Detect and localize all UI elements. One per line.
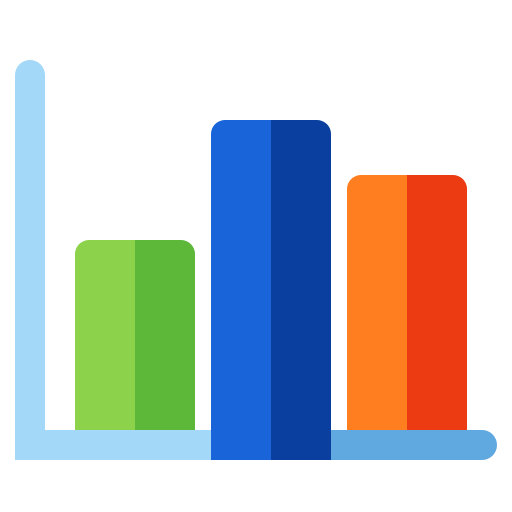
bar-orange xyxy=(347,175,467,430)
bar-chart-icon xyxy=(0,0,512,512)
bar-orange-left xyxy=(347,175,407,430)
bar-green xyxy=(75,240,195,430)
bar-blue xyxy=(211,120,331,460)
y-axis xyxy=(15,60,45,460)
bar-green-right xyxy=(135,240,195,430)
bar-orange-right xyxy=(407,175,467,430)
bar-blue-right xyxy=(271,120,331,460)
bar-blue-left xyxy=(211,120,271,460)
bar-green-left xyxy=(75,240,135,430)
